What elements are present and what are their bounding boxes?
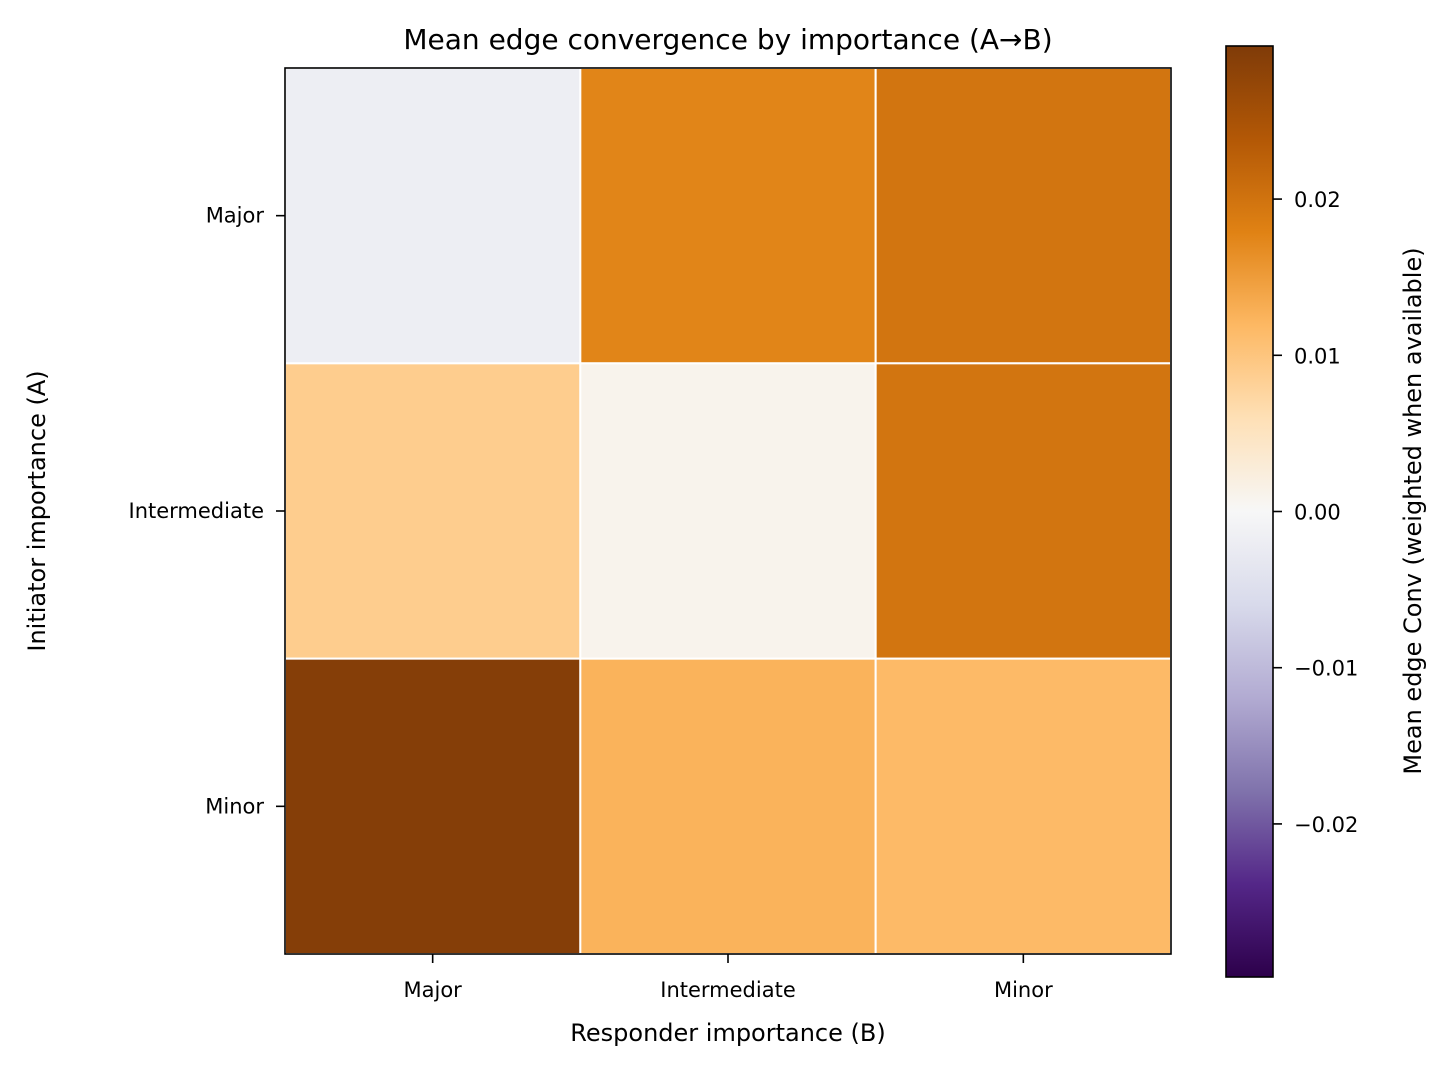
colorbar-label: Mean edge Conv (weighted when available) xyxy=(1399,247,1427,774)
x-tick-label: Intermediate xyxy=(660,978,796,1002)
colorbar-tick-label: 0.02 xyxy=(1294,188,1341,212)
heatmap-cell xyxy=(284,362,582,660)
heatmap-cell xyxy=(874,362,1173,660)
heatmap-cell xyxy=(874,67,1173,365)
x-axis-label: Responder importance (B) xyxy=(570,1019,885,1047)
x-axis-ticks: Major Intermediate Minor xyxy=(404,954,1053,1002)
heatmap-cell xyxy=(284,67,582,365)
colorbar-ticks: −0.02 −0.01 0.00 0.01 0.02 xyxy=(1273,188,1358,837)
y-tick-label: Minor xyxy=(205,794,264,818)
heatmap-cell xyxy=(579,657,877,956)
heatmap-cell xyxy=(874,657,1173,956)
colorbar-tick-label: 0.00 xyxy=(1294,501,1341,525)
heatmap-cell xyxy=(579,67,877,365)
x-tick-label: Minor xyxy=(994,978,1053,1002)
y-tick-label: Intermediate xyxy=(129,499,265,523)
y-axis-ticks: Major Intermediate Minor xyxy=(129,204,285,818)
y-tick-label: Major xyxy=(206,204,265,228)
colorbar xyxy=(1225,45,1274,978)
heatmap-cell xyxy=(579,362,877,660)
colorbar-tick-label: −0.01 xyxy=(1294,657,1358,681)
colorbar-tick-label: −0.02 xyxy=(1294,813,1358,837)
heatmap-cell xyxy=(284,657,582,956)
chart-title: Mean edge convergence by importance (A→B… xyxy=(403,23,1052,56)
x-tick-label: Major xyxy=(404,978,463,1002)
heatmap-cells xyxy=(284,67,1173,956)
y-axis-label: Initiator importance (A) xyxy=(23,370,51,651)
colorbar-tick-label: 0.01 xyxy=(1294,344,1341,368)
